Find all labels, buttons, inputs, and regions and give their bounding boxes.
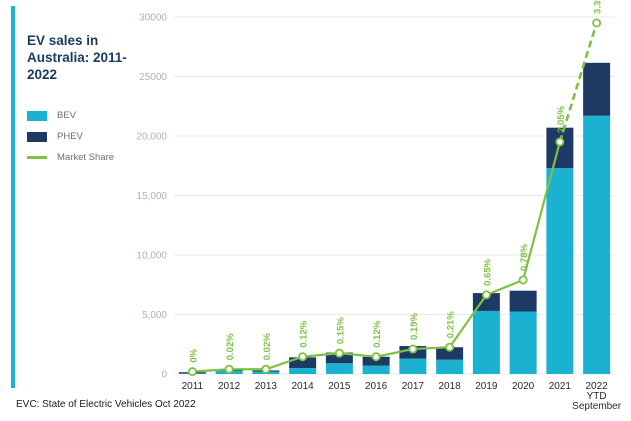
- bar-phev-2019: [472, 293, 500, 311]
- accent-bar: [11, 6, 15, 388]
- bar-phev-2021: [546, 127, 574, 169]
- x-tick-label-2021: 2021: [549, 381, 572, 392]
- x-tick-label-2018: 2018: [439, 381, 462, 392]
- bar-bev-2014: [289, 368, 317, 374]
- market-share-point-2013: [261, 364, 271, 374]
- y-tick-label-10000: 10,000: [136, 251, 167, 262]
- market-share-label-2021: 2.05%: [556, 105, 567, 132]
- bar-phev-2022: [583, 62, 611, 116]
- legend-swatch-phev: [27, 131, 47, 142]
- market-share-label-2011: 0%: [188, 348, 199, 362]
- bar-phev-2014: [289, 357, 317, 369]
- bar-bev-2017: [399, 358, 427, 374]
- legend-label-market-share: Market Share: [57, 152, 115, 163]
- bar-phev-2015: [325, 352, 353, 364]
- market-share-label-2014: 0.12%: [299, 320, 310, 347]
- x-tick-label-2019: 2019: [475, 381, 498, 392]
- bar-phev-2020: [509, 290, 537, 312]
- y-tick-label-30000: 30000: [139, 13, 167, 24]
- y-tick-label-25000: 25000: [139, 72, 167, 83]
- market-share-line-projection: [558, 22, 598, 143]
- legend-label-bev: BEV: [57, 110, 77, 121]
- market-share-label-2015: 0.15%: [335, 317, 346, 344]
- y-tick-label-5000: 5,000: [142, 310, 167, 321]
- x-tick-label-2022-1: YTD: [587, 391, 607, 402]
- x-tick-label-2013: 2013: [255, 381, 278, 392]
- market-share-point-2022: [592, 18, 602, 28]
- y-tick-label-15000: 15,000: [136, 191, 167, 202]
- bar-bev-2016: [362, 365, 390, 374]
- market-share-point-2016: [371, 352, 381, 362]
- chart-title: EV sales in Australia: 2011-2022: [27, 33, 127, 82]
- market-share-point-2018: [445, 342, 455, 352]
- market-share-label-2020: 0.78%: [519, 244, 530, 271]
- x-tick-label-2015: 2015: [328, 381, 351, 392]
- x-tick-label-2016: 2016: [365, 381, 388, 392]
- market-share-point-2019: [481, 290, 491, 300]
- x-tick-label-2011: 2011: [182, 381, 204, 392]
- x-tick-label-2020: 2020: [512, 381, 535, 392]
- bar-bev-2019: [472, 310, 500, 374]
- market-share-point-2017: [408, 344, 418, 354]
- market-share-label-2016: 0.12%: [372, 320, 383, 347]
- market-share-point-2020: [518, 275, 528, 285]
- market-share-label-2012: 0.02%: [225, 333, 236, 360]
- legend-line-market-share: [27, 156, 47, 159]
- legend-item-market-share: Market Share: [27, 152, 114, 163]
- market-share-point-2015: [334, 348, 344, 358]
- bar-bev-2018: [436, 359, 464, 374]
- bar-bev-2015: [325, 363, 353, 374]
- x-tick-label-2022-2: September: [572, 401, 622, 412]
- market-share-label-2017: 0.19%: [409, 313, 420, 340]
- bar-bev-2022: [583, 115, 611, 375]
- x-tick-label-2012: 2012: [218, 381, 241, 392]
- title-box: EV sales in Australia: 2011-2022: [27, 32, 137, 83]
- source-note: EVC: State of Electric Vehicles Oct 2022: [16, 399, 196, 410]
- market-share-label-2019: 0.65%: [482, 258, 493, 285]
- market-share-label-2013: 0.02%: [262, 333, 273, 360]
- legend-label-phev: PHEV: [57, 131, 83, 142]
- x-tick-label-2014: 2014: [292, 381, 315, 392]
- market-share-label-2018: 0.21%: [446, 311, 457, 338]
- x-tick-label-2022: 2022: [586, 381, 609, 392]
- market-share-label-2022: 3.39%: [593, 0, 604, 14]
- legend-item-bev: BEV: [27, 110, 76, 121]
- y-tick-label-20000: 20,000: [136, 132, 167, 143]
- legend-item-phev: PHEV: [27, 131, 83, 142]
- market-share-point-2014: [298, 352, 308, 362]
- market-share-point-2012: [224, 364, 234, 374]
- x-tick-label-2017: 2017: [402, 381, 425, 392]
- market-share-point-2011: [187, 367, 197, 377]
- legend-swatch-bev: [27, 110, 47, 121]
- bar-bev-2020: [509, 311, 537, 374]
- bar-phev-2018: [436, 347, 464, 360]
- bar-bev-2021: [546, 168, 574, 374]
- market-share-point-2021: [555, 137, 565, 147]
- y-tick-label-0: 0: [161, 370, 167, 381]
